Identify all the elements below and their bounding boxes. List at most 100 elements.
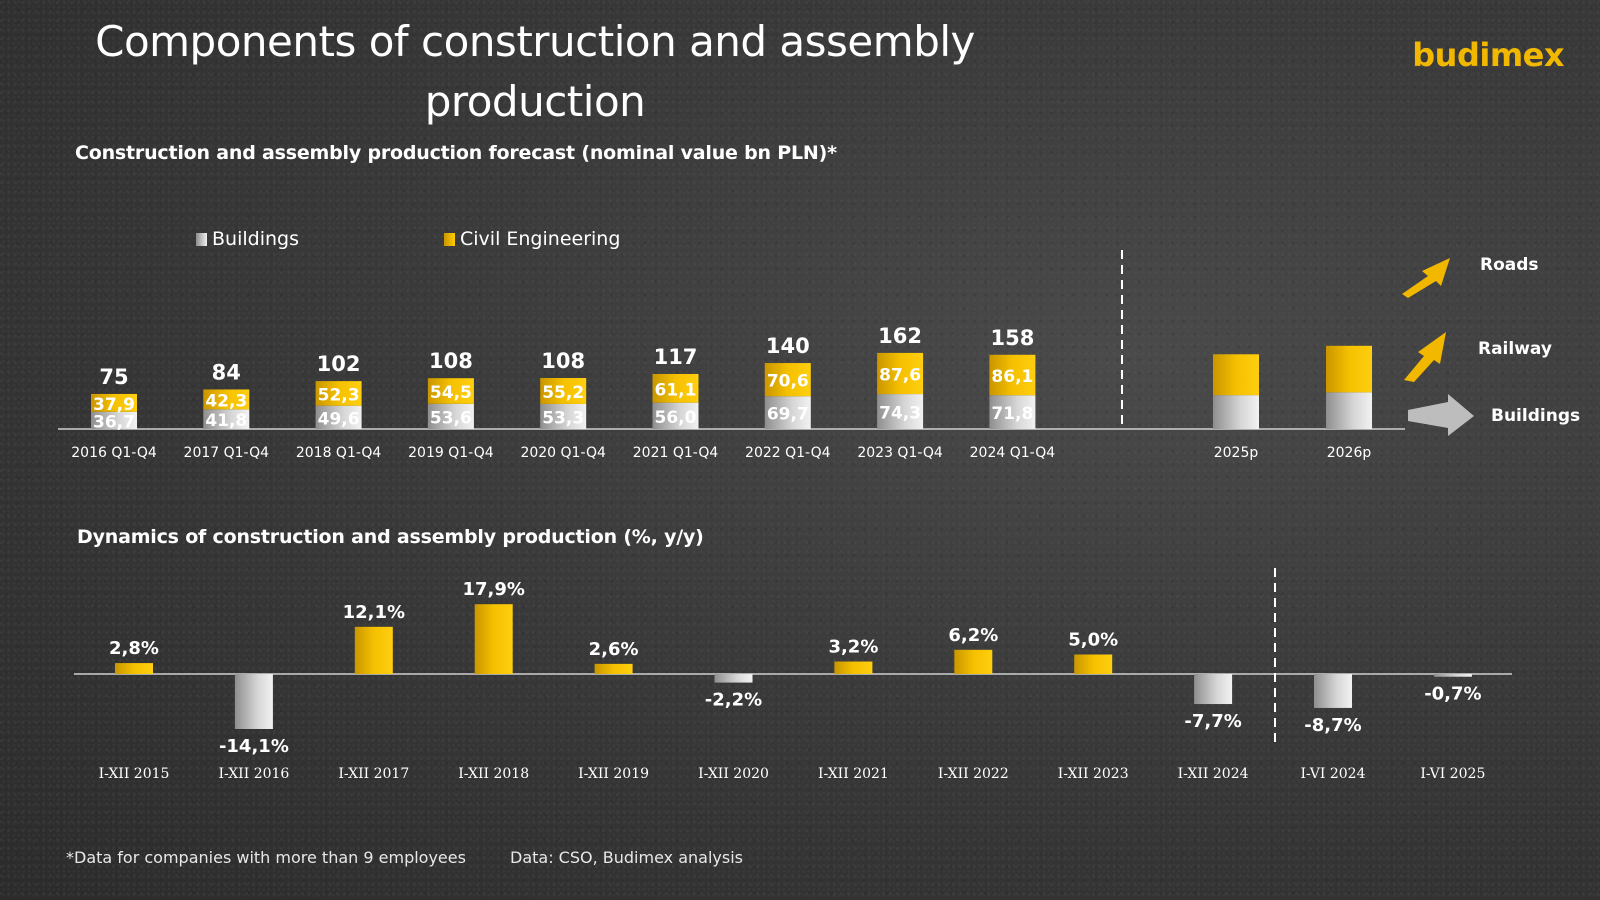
label-total: 108 bbox=[541, 349, 585, 373]
category-label: 2020 Q1-Q4 bbox=[520, 445, 606, 461]
label-buildings: 36,7 bbox=[93, 412, 135, 432]
category-label: I-XII 2024 bbox=[1178, 766, 1249, 782]
value-label: 2,8% bbox=[109, 638, 159, 659]
forecast-bar-buildings bbox=[1326, 392, 1372, 429]
label-civil: 42,3 bbox=[205, 391, 247, 411]
bar-negative bbox=[1433, 674, 1472, 677]
label-total: 117 bbox=[654, 345, 698, 369]
label-civil: 37,9 bbox=[93, 395, 135, 415]
bar-negative bbox=[234, 674, 273, 729]
category-label: I-XII 2023 bbox=[1058, 766, 1129, 782]
category-label: I-XII 2017 bbox=[338, 766, 409, 782]
value-label: -7,7% bbox=[1184, 711, 1241, 732]
label-buildings: 69,7 bbox=[767, 405, 809, 425]
label-civil: 70,6 bbox=[767, 372, 809, 392]
bar-negative bbox=[1314, 674, 1352, 708]
bar-buildings bbox=[315, 405, 362, 429]
category-label: I-XII 2015 bbox=[99, 766, 170, 782]
label-civil: 86,1 bbox=[991, 367, 1033, 387]
label-total: 162 bbox=[878, 324, 922, 348]
bar-buildings bbox=[427, 403, 474, 429]
dynamics-chart-title: Dynamics of construction and assembly pr… bbox=[77, 526, 704, 548]
category-label: I-XII 2022 bbox=[938, 766, 1009, 782]
label-total: 158 bbox=[990, 326, 1034, 350]
legend-civil-engineering: Civil Engineering bbox=[444, 228, 620, 250]
bar-positive bbox=[954, 649, 993, 674]
category-label: I-VI 2024 bbox=[1301, 766, 1366, 782]
legend-buildings: Buildings bbox=[196, 228, 299, 250]
value-label: 3,2% bbox=[828, 637, 878, 658]
forecast-bar-civil bbox=[1326, 345, 1372, 393]
bar-positive bbox=[1074, 654, 1113, 674]
railway-label: Railway bbox=[1478, 339, 1552, 359]
category-label: 2023 Q1-Q4 bbox=[857, 445, 943, 461]
label-total: 140 bbox=[766, 334, 810, 358]
category-label: I-XII 2016 bbox=[218, 766, 289, 782]
label-civil: 54,5 bbox=[430, 383, 472, 403]
value-label: 17,9% bbox=[462, 579, 524, 600]
bar-civil bbox=[315, 381, 362, 406]
bar-civil bbox=[91, 393, 137, 412]
forecast-category-label: 2025p bbox=[1214, 445, 1259, 461]
bar-civil bbox=[203, 389, 250, 410]
forecast-bar-civil bbox=[1213, 354, 1259, 396]
value-label: -8,7% bbox=[1304, 715, 1361, 736]
label-buildings: 53,3 bbox=[542, 408, 584, 428]
value-label: -14,1% bbox=[219, 736, 289, 757]
footnote: *Data for companies with more than 9 emp… bbox=[66, 848, 466, 867]
bar-buildings bbox=[764, 396, 811, 429]
category-label: 2021 Q1-Q4 bbox=[633, 445, 719, 461]
bar-negative bbox=[714, 674, 753, 683]
label-total: 102 bbox=[317, 352, 361, 376]
bar-negative bbox=[1194, 674, 1233, 705]
legend-civil-swatch bbox=[444, 232, 455, 246]
bar-buildings bbox=[91, 411, 137, 429]
value-label: 2,6% bbox=[589, 639, 639, 660]
bar-buildings bbox=[652, 402, 699, 429]
forecast-chart: 36,737,9 75 2016 Q1-Q4 41,842,3 84 2017 Q1-Q4… bbox=[58, 250, 1405, 461]
buildings-arrow-icon bbox=[1408, 394, 1474, 436]
value-label: 5,0% bbox=[1068, 630, 1118, 651]
bar-civil bbox=[989, 354, 1036, 396]
label-buildings: 74,3 bbox=[879, 404, 921, 424]
category-label: I-XII 2018 bbox=[458, 766, 529, 782]
bar-buildings bbox=[877, 394, 924, 429]
forecast-bar-buildings bbox=[1213, 395, 1259, 429]
label-civil: 55,2 bbox=[542, 383, 584, 403]
value-label: 12,1% bbox=[343, 602, 405, 623]
category-label: 2024 Q1-Q4 bbox=[970, 445, 1056, 461]
bar-positive bbox=[834, 661, 873, 674]
label-buildings: 49,6 bbox=[318, 409, 360, 429]
roads-label: Roads bbox=[1480, 255, 1539, 275]
category-label: I-XII 2019 bbox=[578, 766, 649, 782]
budimex-logo: budimex bbox=[1412, 36, 1564, 74]
bar-civil bbox=[652, 373, 699, 403]
bar-positive bbox=[354, 626, 393, 674]
category-label: I-XII 2021 bbox=[818, 766, 889, 782]
label-buildings: 53,6 bbox=[430, 408, 472, 428]
bar-positive bbox=[115, 663, 153, 674]
bar-buildings bbox=[989, 395, 1036, 429]
category-label: I-VI 2025 bbox=[1420, 766, 1485, 782]
bar-buildings bbox=[203, 409, 250, 429]
bar-civil bbox=[427, 378, 474, 404]
legend-civil-label: Civil Engineering bbox=[460, 228, 621, 250]
forecast-category-label: 2026p bbox=[1327, 445, 1372, 461]
bar-buildings bbox=[540, 403, 587, 429]
label-civil: 61,1 bbox=[655, 380, 697, 400]
data-source: Data: CSO, Budimex analysis bbox=[510, 848, 743, 867]
bar-civil bbox=[540, 378, 587, 404]
category-label: 2016 Q1-Q4 bbox=[71, 445, 157, 461]
buildings-side-label: Buildings bbox=[1491, 406, 1580, 426]
label-total: 75 bbox=[99, 365, 128, 389]
category-label: 2018 Q1-Q4 bbox=[296, 445, 382, 461]
railway-arrow-icon bbox=[1404, 332, 1446, 382]
legend-buildings-label: Buildings bbox=[212, 228, 299, 250]
side-arrows: Roads Railway Buildings bbox=[1402, 255, 1580, 436]
label-civil: 52,3 bbox=[318, 385, 360, 405]
value-label: -0,7% bbox=[1424, 684, 1481, 705]
value-label: -2,2% bbox=[705, 690, 762, 711]
dynamics-chart: 2,8% I-XII 2015 -14,1% I-XII 2016 12,1% I-XII… bbox=[74, 568, 1512, 782]
roads-arrow-icon bbox=[1402, 258, 1450, 298]
